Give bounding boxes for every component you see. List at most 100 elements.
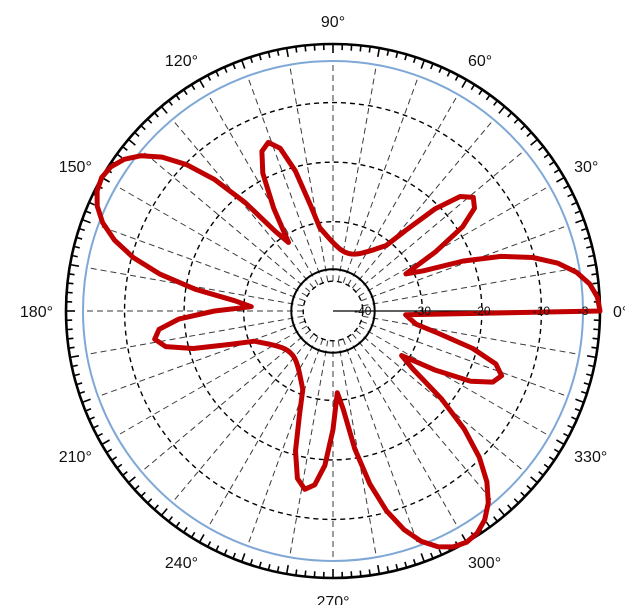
radial-tick-label: -40 [354, 304, 372, 318]
radial-tick-label: -30 [414, 304, 432, 318]
degree-tick [285, 47, 289, 58]
grid-spoke [141, 329, 311, 473]
degree-tick [198, 79, 205, 88]
degree-tick [395, 51, 399, 58]
degree-tick [588, 254, 595, 258]
grid-spoke [342, 75, 419, 283]
degree-tick [359, 45, 362, 52]
grid-spoke [361, 320, 569, 397]
degree-tick [586, 355, 597, 359]
angle-labels: 0° 30° 60° 90° 120° 150° 180° 210° 240° 270° 300° 3… [20, 14, 625, 605]
degree-tick [586, 245, 593, 249]
degree-tick [92, 424, 99, 429]
degree-tick [368, 569, 371, 576]
degree-tick [556, 439, 565, 446]
degree-tick [543, 153, 550, 159]
degree-tick [526, 485, 532, 491]
grid-spoke [337, 64, 377, 282]
grid-spoke [351, 119, 495, 289]
degree-tick [493, 100, 499, 106]
grid-spoke [358, 325, 550, 437]
degree-tick [116, 153, 123, 159]
degree-tick [295, 46, 298, 53]
degree-tick [556, 176, 565, 183]
angle-label: 330° [574, 449, 607, 466]
degree-tick [386, 566, 390, 573]
degree-tick [567, 424, 574, 429]
angle-label: 150° [59, 159, 92, 176]
degree-tick [258, 561, 262, 568]
degree-tick [127, 138, 136, 146]
grid-spoke [247, 339, 324, 547]
grid-spoke [171, 333, 315, 503]
degree-tick [88, 201, 95, 206]
degree-tick [295, 569, 298, 576]
degree-tick [122, 145, 128, 151]
angle-label: 210° [59, 449, 92, 466]
degree-tick [85, 408, 92, 412]
grid-spoke [207, 336, 319, 528]
degree-tick [81, 218, 91, 224]
grid-spoke [289, 64, 329, 282]
degree-tick [470, 84, 476, 91]
degree-tick [134, 485, 140, 491]
angle-label: 30° [574, 159, 598, 176]
degree-tick [553, 168, 560, 174]
degree-tick [498, 105, 506, 114]
grid-spoke [86, 315, 304, 355]
degree-tick [140, 124, 146, 131]
degree-tick [513, 498, 520, 504]
angle-label: 120° [165, 53, 198, 70]
degree-tick [507, 112, 513, 118]
angle-label: 60° [468, 53, 492, 70]
angle-label: 270° [316, 594, 349, 605]
angle-label: 0° [613, 304, 625, 321]
grid-spoke [342, 339, 419, 547]
degree-tick [530, 138, 539, 146]
degree-tick [583, 236, 590, 240]
degree-tick [498, 508, 506, 517]
degree-tick [586, 373, 593, 377]
degree-tick [563, 184, 570, 190]
degree-tick [146, 498, 153, 504]
degree-tick [571, 201, 578, 206]
degree-tick [575, 218, 585, 224]
degree-tick [153, 504, 159, 510]
angle-label: 180° [20, 304, 53, 321]
degree-tick [543, 463, 550, 469]
angle-label: 300° [468, 555, 501, 572]
degree-tick [68, 346, 75, 349]
degree-tick [574, 408, 581, 412]
degree-tick [69, 355, 80, 359]
degree-tick [276, 49, 280, 56]
degree-tick [553, 448, 560, 454]
grid-spoke [358, 185, 550, 297]
degree-tick [190, 84, 196, 91]
degree-tick [249, 56, 254, 64]
degree-tick [71, 364, 78, 368]
radiation-pattern [94, 139, 603, 550]
degree-tick [76, 382, 83, 386]
degree-tick [395, 564, 399, 571]
degree-tick [183, 526, 188, 533]
degree-tick [78, 227, 86, 232]
degree-tick [420, 553, 426, 563]
grid-spoke [97, 320, 305, 397]
degree-tick [412, 558, 417, 566]
degree-tick [101, 439, 110, 446]
degree-tick [78, 390, 86, 395]
degree-tick [258, 54, 262, 61]
grid-spoke [116, 325, 308, 437]
grid-spoke [355, 149, 525, 293]
degree-tick [71, 254, 78, 258]
degree-tick [153, 112, 159, 118]
degree-tick [240, 553, 246, 563]
degree-tick [111, 456, 118, 461]
degree-tick [206, 74, 212, 81]
degree-tick [67, 282, 74, 285]
outer-tick-ring [64, 42, 602, 580]
degree-tick [285, 564, 289, 575]
degree-tick [175, 94, 181, 101]
degree-tick [73, 373, 80, 377]
degree-tick [386, 49, 390, 56]
